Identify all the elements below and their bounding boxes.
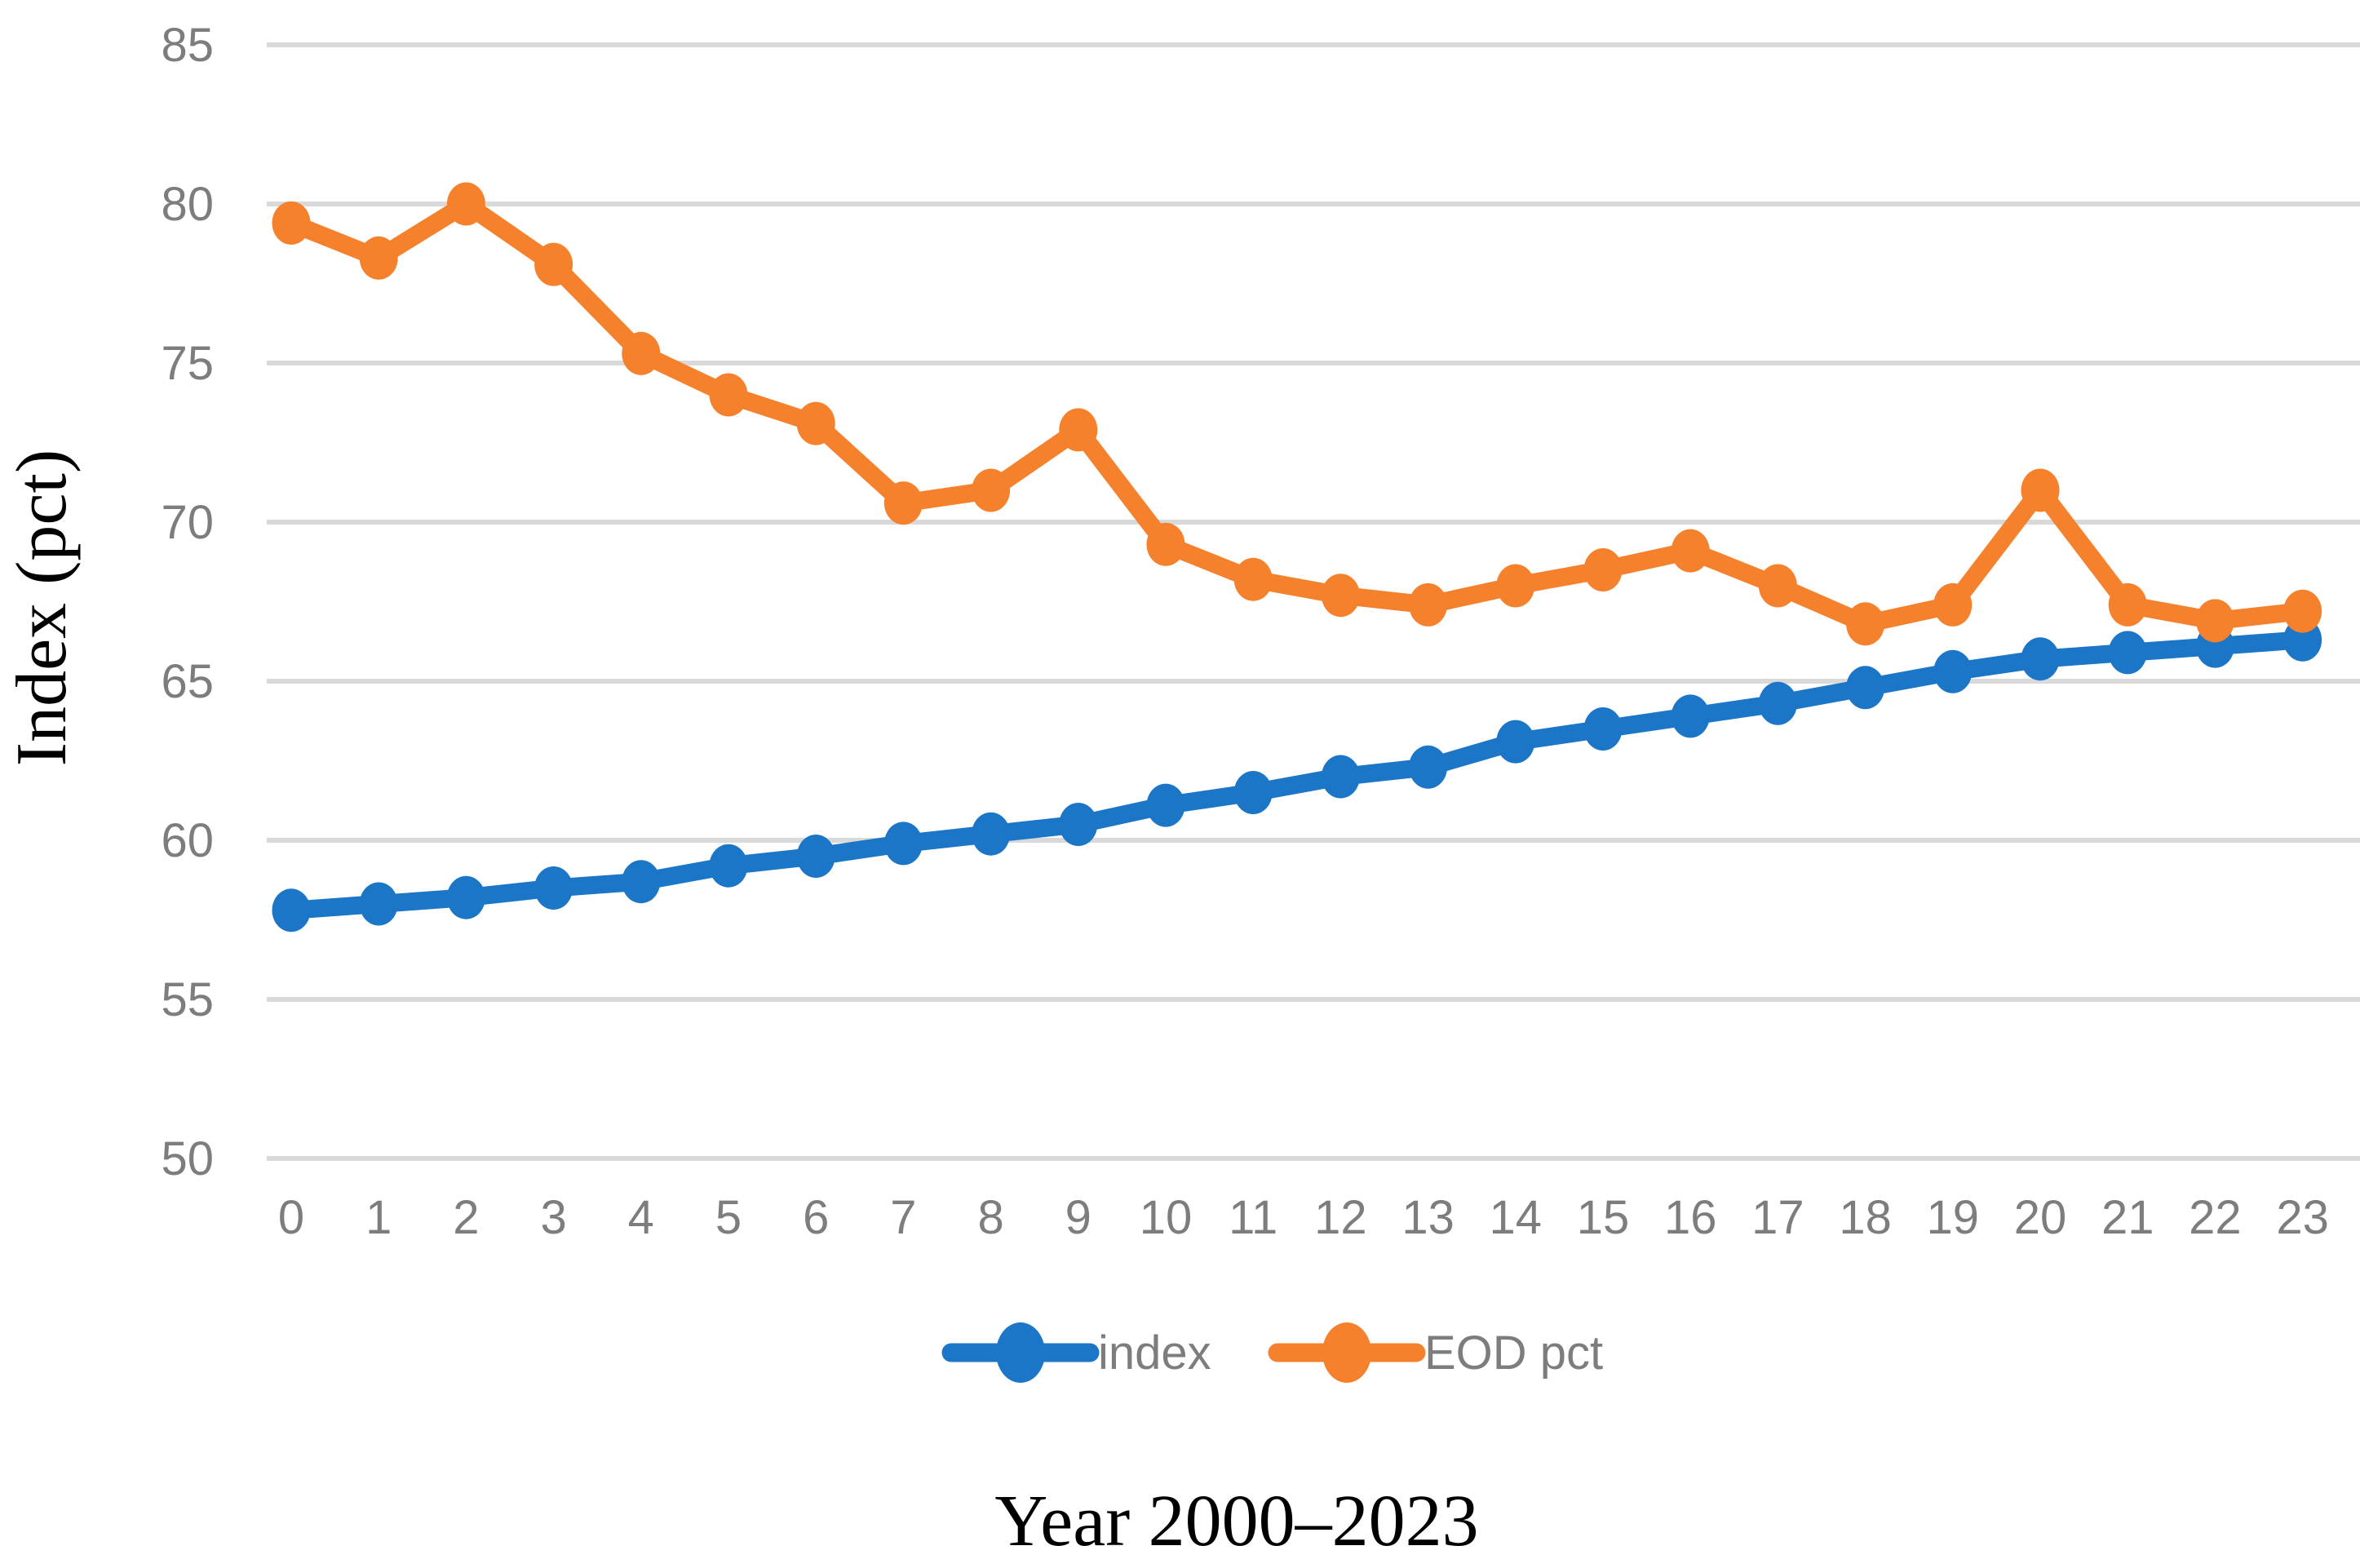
- data-point-marker: [972, 812, 1011, 856]
- data-point-marker: [1233, 557, 1273, 601]
- y-axis-title: Index (pct): [2, 450, 82, 766]
- data-point-marker: [1933, 582, 1973, 627]
- legend-marker-eod-pct: [1322, 1322, 1371, 1383]
- data-point-marker: [1233, 771, 1273, 814]
- x-tick-label: 22: [2189, 1191, 2242, 1244]
- data-point-marker: [1846, 602, 1885, 646]
- x-tick-label: 11: [1229, 1191, 1277, 1244]
- legend-label-eod-pct: EOD pct: [1424, 1327, 1603, 1380]
- data-point-marker: [1496, 564, 1535, 608]
- series-index: [272, 618, 2322, 932]
- x-axis-title: Year 2000–2023: [994, 1481, 1478, 1561]
- y-axis-tick-labels: 50 55 60 65 70 75 80 85: [161, 19, 214, 1185]
- y-tick-label: 80: [161, 178, 214, 231]
- data-point-marker: [1496, 720, 1535, 764]
- data-point-marker: [534, 242, 573, 286]
- data-point-marker: [1321, 574, 1360, 618]
- series-line-eod-pct: [282, 195, 2312, 633]
- data-point-marker: [2021, 468, 2060, 512]
- data-point-marker: [796, 835, 835, 878]
- data-point-marker: [359, 882, 398, 926]
- y-tick-label: 55: [161, 973, 214, 1026]
- legend-label-index: index: [1098, 1327, 1211, 1380]
- legend-item-index: index: [941, 1322, 1211, 1383]
- data-point-marker: [1671, 694, 1710, 738]
- data-point-marker: [359, 236, 398, 280]
- data-point-marker: [1758, 681, 1797, 725]
- data-point-marker: [446, 875, 485, 919]
- x-tick-label: 1: [365, 1191, 392, 1244]
- x-tick-label: 17: [1751, 1191, 1804, 1244]
- data-point-marker: [272, 201, 311, 245]
- data-point-marker: [1583, 707, 1623, 751]
- data-point-marker: [1583, 548, 1623, 591]
- x-tick-label: 20: [2014, 1191, 2067, 1244]
- x-tick-label: 16: [1664, 1191, 1717, 1244]
- x-tick-label: 15: [1577, 1191, 1630, 1244]
- data-point-marker: [2108, 582, 2147, 627]
- data-point-marker: [1671, 529, 1710, 573]
- y-tick-label: 65: [161, 655, 214, 708]
- data-point-marker: [1146, 522, 1185, 566]
- data-point-marker: [709, 844, 748, 888]
- data-point-marker: [972, 468, 1011, 512]
- x-tick-label: 5: [715, 1191, 742, 1244]
- data-point-marker: [2021, 637, 2060, 681]
- data-point-marker: [1059, 408, 1098, 452]
- gridlines: [267, 42, 2360, 1161]
- data-point-marker: [1758, 564, 1797, 608]
- data-point-marker: [1933, 649, 1973, 693]
- data-point-marker: [1409, 582, 1448, 627]
- data-point-marker: [622, 860, 661, 904]
- x-tick-label: 4: [628, 1191, 654, 1244]
- x-tick-label: 21: [2101, 1191, 2154, 1244]
- y-tick-label: 70: [161, 496, 214, 549]
- data-point-marker: [622, 331, 661, 375]
- data-point-marker: [1146, 783, 1185, 827]
- x-tick-label: 10: [1140, 1191, 1193, 1244]
- x-tick-label: 9: [1065, 1191, 1091, 1244]
- data-point-marker: [1059, 803, 1098, 846]
- x-tick-label: 12: [1314, 1191, 1367, 1244]
- x-axis-tick-labels: 0 1 2 3 4 5 6 7 8 9 10 11 12 13 14 15 16 17 18 19 20 21 22 23: [278, 1191, 2329, 1244]
- x-tick-label: 19: [1927, 1191, 1980, 1244]
- data-point-marker: [1409, 745, 1448, 789]
- data-point-marker: [534, 866, 573, 910]
- data-point-marker: [883, 481, 923, 525]
- legend-marker-index: [996, 1322, 1045, 1383]
- y-tick-label: 50: [161, 1132, 214, 1185]
- y-tick-label: 85: [161, 19, 214, 72]
- x-tick-label: 13: [1401, 1191, 1455, 1244]
- x-tick-label: 7: [890, 1191, 916, 1244]
- y-tick-label: 60: [161, 814, 214, 867]
- data-point-marker: [883, 822, 923, 866]
- data-point-marker: [2195, 599, 2234, 643]
- data-point-marker: [2108, 631, 2147, 675]
- y-tick-label: 75: [161, 337, 214, 390]
- x-tick-label: 0: [278, 1191, 304, 1244]
- x-tick-label: 6: [803, 1191, 829, 1244]
- legend-item-eod-pct: EOD pct: [1268, 1322, 1603, 1383]
- data-point-marker: [2283, 589, 2322, 633]
- x-tick-label: 3: [540, 1191, 566, 1244]
- data-point-marker: [1321, 755, 1360, 799]
- data-point-marker: [446, 182, 485, 226]
- x-tick-label: 14: [1490, 1191, 1543, 1244]
- x-tick-label: 8: [977, 1191, 1003, 1244]
- data-point-marker: [1846, 666, 1885, 710]
- series-eod-pct: [272, 182, 2322, 646]
- x-tick-label: 2: [453, 1191, 479, 1244]
- data-point-marker: [272, 888, 311, 932]
- legend: index EOD pct: [941, 1322, 1603, 1383]
- data-point-marker: [709, 373, 748, 417]
- x-tick-label: 18: [1839, 1191, 1892, 1244]
- data-point-marker: [796, 401, 835, 445]
- x-tick-label: 23: [2276, 1191, 2329, 1244]
